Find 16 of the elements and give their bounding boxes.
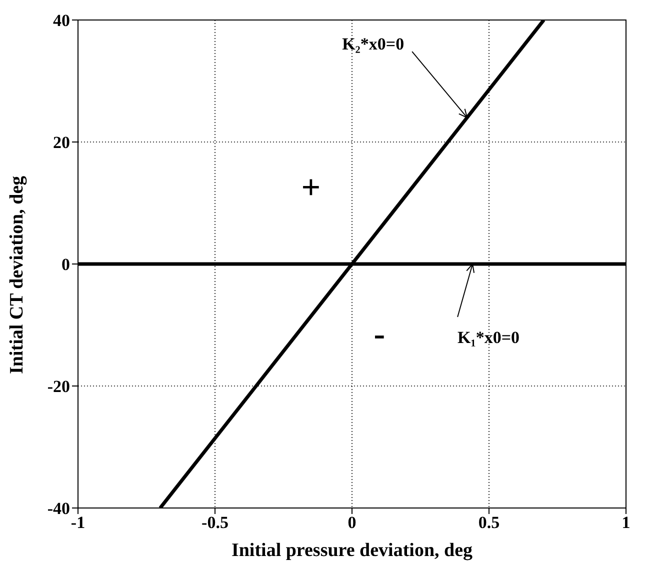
x-tick-label: 1 <box>622 513 630 532</box>
annotation: K₂*x0=0 <box>342 34 404 54</box>
annotation: - <box>374 316 386 353</box>
y-tick-label: -40 <box>47 499 70 518</box>
x-axis-title: Initial pressure deviation, deg <box>231 540 474 561</box>
annotation: + <box>301 170 321 207</box>
annotation: K₁*x0=0 <box>458 328 520 347</box>
x-tick-label: 0.5 <box>478 513 500 532</box>
y-tick-label: 20 <box>53 133 70 152</box>
y-tick-label: 40 <box>53 11 70 30</box>
x-tick-label: 0 <box>348 513 356 532</box>
y-tick-label: -20 <box>47 377 70 396</box>
y-tick-label: 0 <box>62 255 70 274</box>
x-tick-label: -0.5 <box>202 513 228 532</box>
x-tick-label: -1 <box>70 513 86 532</box>
y-axis-title: Initial CT deviation, deg <box>6 175 28 374</box>
